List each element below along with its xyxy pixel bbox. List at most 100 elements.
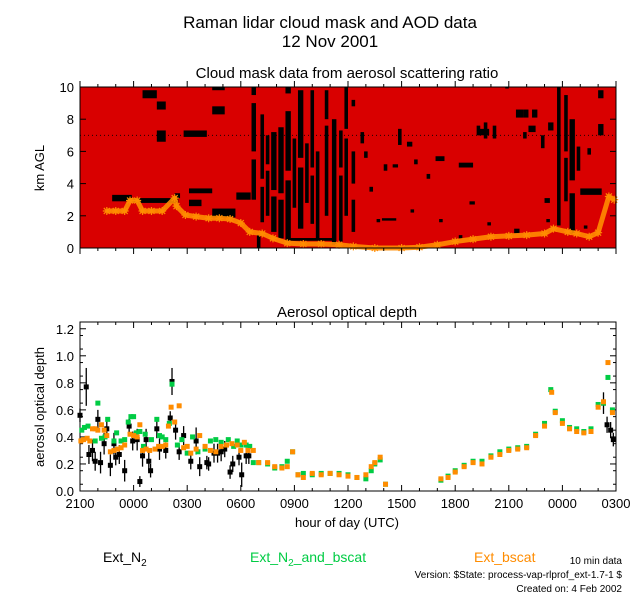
data-point [515,446,521,452]
data-point [604,422,610,428]
data-point [574,429,580,435]
cloud-cell [439,219,443,223]
data-point [354,474,360,480]
data-point [202,443,208,449]
data-point [368,468,374,474]
cloud-cell [271,132,277,191]
aod-xtick-label: 1200 [334,496,363,511]
data-point [497,449,503,455]
data-point [559,418,565,424]
data-point [452,469,458,475]
data-point [256,460,262,466]
aod-ytick-label: 0.8 [56,376,74,391]
data-point [147,447,153,453]
cloud-cell [142,90,157,99]
mask-title: Cloud mask data from aerosol scattering … [196,65,499,82]
data-point [152,446,158,452]
cloud-cell [487,222,491,226]
data-point [83,384,89,390]
cloud-cell [251,103,256,152]
data-point [173,427,179,433]
cloud-cell [383,164,388,171]
data-point [377,457,383,463]
data-point [87,438,93,444]
data-point [95,400,101,406]
cloud-base-marker [349,242,358,251]
data-point [533,433,539,439]
data-point [225,437,231,443]
legend-label: Ext_N [250,549,288,565]
data-point [195,449,201,455]
legend-suffix: _and_bscat [293,549,367,565]
data-point [548,387,554,393]
aod-xtick-label: 0600 [226,496,255,511]
cloud-cell [469,201,475,205]
legend-entry: Ext_bscat [474,549,536,565]
cloud-cell [598,90,604,99]
cloud-cell [364,151,368,158]
figure-title: Raman lidar cloud mask and AOD data [183,13,477,32]
data-point [126,423,132,429]
data-point [133,430,139,436]
data-point [243,442,249,448]
series-ext-n2 [77,367,616,487]
cloud-cell [344,138,348,216]
cloud-base-marker [258,229,267,238]
cloud-base-marker [236,219,245,228]
data-point [165,423,171,429]
data-point [85,423,91,429]
data-point [148,468,154,474]
data-point [130,438,136,444]
cloud-cell [515,109,524,118]
data-point [122,468,128,474]
cloud-cell [285,111,291,171]
cloud-base-marker [604,192,613,201]
data-point [118,438,124,444]
data-point [122,437,128,443]
cloud-base-marker [138,206,147,215]
data-point [181,433,187,439]
cloud-cell [339,175,343,242]
data-point [213,437,219,443]
data-point [250,447,256,453]
cloud-cell [398,128,402,145]
data-point [115,446,121,452]
cloud-cell [133,198,179,203]
cloud-base-marker [268,234,277,243]
data-point [163,447,169,453]
cloud-cell [583,225,588,229]
data-point [101,441,107,447]
data-point [156,443,162,449]
data-point [222,446,228,452]
aod-plot: 0.0 0.2 0.4 0.6 0.8 1.0 1.2 2100 0000 0300 0600 090… [56,321,630,511]
legend-label: Ext_N [103,549,141,565]
aod-ytick-label: 0.0 [56,484,74,499]
aod-xtick-label: 1500 [387,496,416,511]
cloud-base-marker [585,232,594,241]
data-point [206,461,212,467]
data-point [250,460,256,466]
aod-xtick-label: 0000 [548,496,577,511]
data-point [245,447,251,453]
data-point [581,430,587,436]
cloud-cell [344,87,348,129]
cloud-cell [410,209,415,213]
data-point [218,439,224,445]
resolution-note: 10 min data [570,556,623,567]
data-point [95,416,101,422]
cloud-cell [251,159,256,200]
cloud-cell [156,101,166,110]
cloud-cell [492,125,497,139]
data-point [128,414,134,420]
cloud-cell [392,164,399,168]
cloud-cell [212,106,225,115]
cloud-cell [523,109,529,118]
cloud-cell [458,235,463,239]
cloud-cell [156,130,166,142]
data-point [605,360,611,366]
data-point [146,458,152,464]
data-point [552,410,558,416]
data-point [230,461,236,467]
data-point [279,465,285,471]
